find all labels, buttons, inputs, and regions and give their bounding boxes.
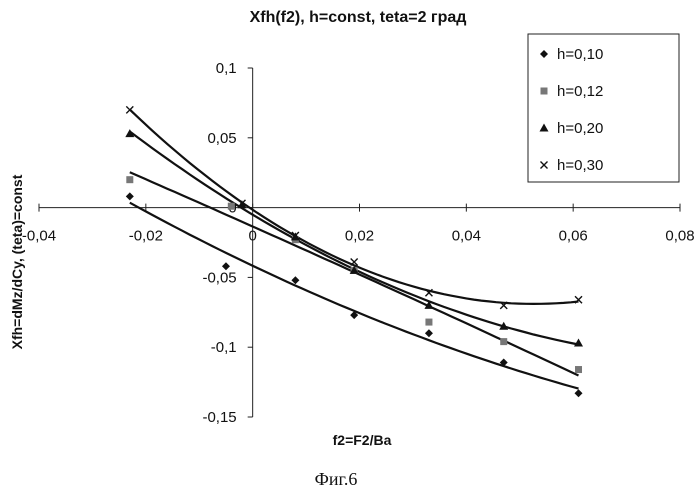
x-tick-label: 0,04 <box>452 228 481 245</box>
x-tick-label: -0,04 <box>22 228 56 245</box>
data-point <box>575 366 582 373</box>
data-point <box>425 329 433 337</box>
y-tick-label: 0,1 <box>216 60 237 77</box>
trendline <box>130 110 579 304</box>
x-tick-label: 0,02 <box>345 228 374 245</box>
trendlines <box>130 110 579 389</box>
legend-entry: h=0,20 <box>557 120 603 137</box>
data-point <box>126 192 134 200</box>
legend-marker <box>541 88 548 95</box>
data-point <box>291 276 299 284</box>
data-point <box>500 338 507 345</box>
legend-box <box>528 34 679 182</box>
data-points <box>125 106 583 397</box>
data-point <box>126 106 133 113</box>
data-point <box>126 176 133 183</box>
x-axis-label: f2=F2/Ba <box>333 432 392 448</box>
x-tick-label: 0,08 <box>665 228 694 245</box>
y-tick-label: 0,05 <box>207 130 236 147</box>
y-tick-label: -0,1 <box>211 339 237 356</box>
y-tick-label: -0,15 <box>202 409 236 426</box>
x-tick-label: 0,06 <box>559 228 588 245</box>
data-point <box>228 203 235 210</box>
data-point <box>575 389 583 397</box>
legend-entry: h=0,30 <box>557 157 603 174</box>
x-tick-label: -0,02 <box>129 228 163 245</box>
data-point <box>425 319 432 326</box>
x-tick-label: 0 <box>248 228 256 245</box>
legend: h=0,10 h=0,12 h=0,20 h=0,30 <box>528 34 679 182</box>
legend-entry: h=0,12 <box>557 83 603 100</box>
data-point <box>574 339 583 347</box>
y-axis-label: Xfh=dMz/dCy, (teta)=const <box>9 174 25 349</box>
figure-caption: Фиг.6 <box>315 469 358 489</box>
legend-entry: h=0,10 <box>557 46 603 63</box>
y-tick-label: -0,05 <box>202 269 236 286</box>
chart-title: Xfh(f2), h=const, teta=2 град <box>250 9 467 26</box>
